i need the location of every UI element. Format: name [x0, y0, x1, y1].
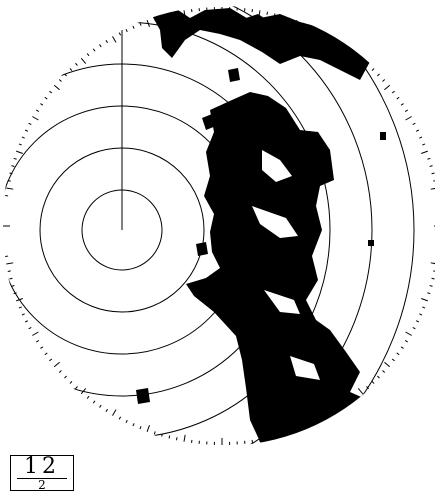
echo: [24, 380, 32, 388]
bearing-tick: [8, 180, 11, 181]
echo: [136, 388, 150, 404]
page: {"range_box": {"range": "12", "rings": "…: [0, 0, 435, 498]
bearing-tick: [274, 436, 275, 439]
echo: [256, 136, 268, 150]
bearing-tick: [169, 436, 170, 439]
bearing-tick: [274, 14, 275, 17]
echo: [380, 132, 386, 140]
bearing-tick: [432, 173, 435, 174]
range-value: 12: [17, 456, 67, 479]
bearing-tick: [176, 12, 177, 15]
bearing-tick: [10, 173, 13, 174]
bearing-tick: [8, 271, 11, 272]
radar-scope: [0, 0, 435, 450]
bearing-tick: [267, 12, 268, 15]
echo: [228, 68, 240, 82]
echo: [196, 242, 208, 256]
range-box: 12 2: [10, 455, 74, 491]
scope-area: [0, 0, 435, 450]
bearing-tick: [432, 278, 435, 279]
bearing-tick: [176, 437, 177, 440]
bearing-tick: [10, 278, 13, 279]
ring-interval: 2: [11, 479, 73, 491]
bearing-tick: [267, 437, 268, 440]
echo: [368, 240, 374, 246]
bearing-tick: [169, 14, 170, 17]
